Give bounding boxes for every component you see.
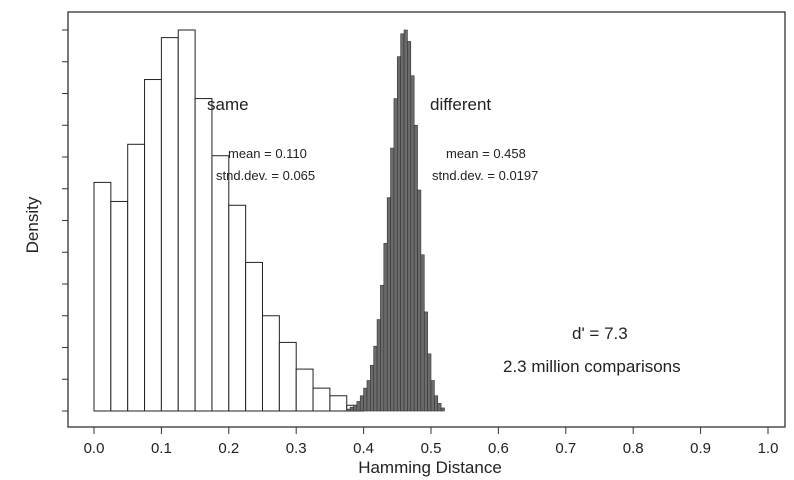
y-axis-title: Density [23, 196, 42, 253]
bar-same [177, 29, 196, 412]
bar-same [127, 143, 146, 412]
bar-different [390, 147, 395, 412]
bar-different [376, 319, 381, 412]
d-prime-note: d' = 7.3 [572, 324, 628, 343]
series-same-label: same [207, 95, 249, 114]
series-different-bars [346, 29, 445, 412]
bar-same [110, 200, 129, 412]
bar-same [329, 395, 348, 412]
x-axis-ticks: 0.0 0.1 0.2 0.3 0.4 0.5 0.6 0.7 0.8 0.9 1.0 [84, 427, 779, 457]
x-tick-label: 0.5 [421, 440, 442, 457]
y-axis-ticks [62, 29, 68, 412]
x-tick-label: 0.8 [623, 440, 644, 457]
series-different-label: different [430, 95, 491, 114]
bar-different [353, 404, 358, 412]
x-tick-label: 1.0 [758, 440, 779, 457]
bar-different [383, 243, 388, 412]
x-tick-label: 0.4 [353, 440, 374, 457]
x-tick-label: 0.1 [151, 440, 172, 457]
bar-different [380, 284, 385, 412]
series-same-mean: mean = 0.110 [228, 146, 307, 161]
series-different-mean: mean = 0.458 [446, 146, 526, 161]
bar-different [420, 254, 425, 412]
bar-different [410, 75, 415, 412]
plot-frame [67, 11, 786, 428]
bar-different [363, 387, 368, 412]
x-tick-label: 0.2 [218, 440, 239, 457]
series-different-sd: stnd.dev. = 0.0197 [432, 168, 538, 183]
bar-different [407, 41, 412, 412]
bar-same [194, 98, 213, 412]
comparisons-note: 2.3 million comparisons [503, 357, 681, 376]
bar-different [370, 364, 375, 412]
bar-same [211, 155, 230, 412]
bar-different [417, 189, 422, 412]
x-tick-label: 0.3 [286, 440, 307, 457]
bar-different [423, 311, 428, 412]
bar-different [413, 124, 418, 412]
bar-same [262, 315, 280, 412]
series-same-sd: stnd.dev. = 0.065 [216, 168, 315, 183]
bar-same [295, 368, 314, 412]
bar-same [312, 387, 331, 412]
bar-different [356, 401, 361, 412]
bar-same [245, 261, 263, 412]
bar-different [393, 98, 398, 412]
bar-different [403, 29, 408, 412]
x-tick-label: 0.0 [84, 440, 105, 457]
series-same-bars [93, 29, 365, 412]
bar-different [366, 380, 371, 412]
bar-same [160, 37, 179, 412]
bar-same [228, 204, 247, 412]
plot-border [67, 11, 786, 428]
bar-different [346, 408, 351, 412]
bar-different [430, 380, 435, 412]
bar-different [427, 353, 432, 412]
bar-different [434, 395, 439, 412]
bar-different [373, 345, 378, 412]
bar-same [278, 341, 297, 412]
bar-different [349, 406, 354, 412]
x-axis-title: Hamming Distance [358, 458, 502, 477]
bar-different [396, 56, 401, 412]
bar-different [440, 407, 445, 412]
x-tick-label: 0.7 [555, 440, 576, 457]
bar-different [359, 395, 364, 412]
bar-different [400, 33, 405, 412]
x-tick-label: 0.9 [690, 440, 711, 457]
bar-different [386, 197, 391, 412]
bar-same [93, 181, 112, 412]
bar-different [437, 403, 442, 412]
bar-same [144, 79, 162, 412]
x-tick-label: 0.6 [488, 440, 509, 457]
